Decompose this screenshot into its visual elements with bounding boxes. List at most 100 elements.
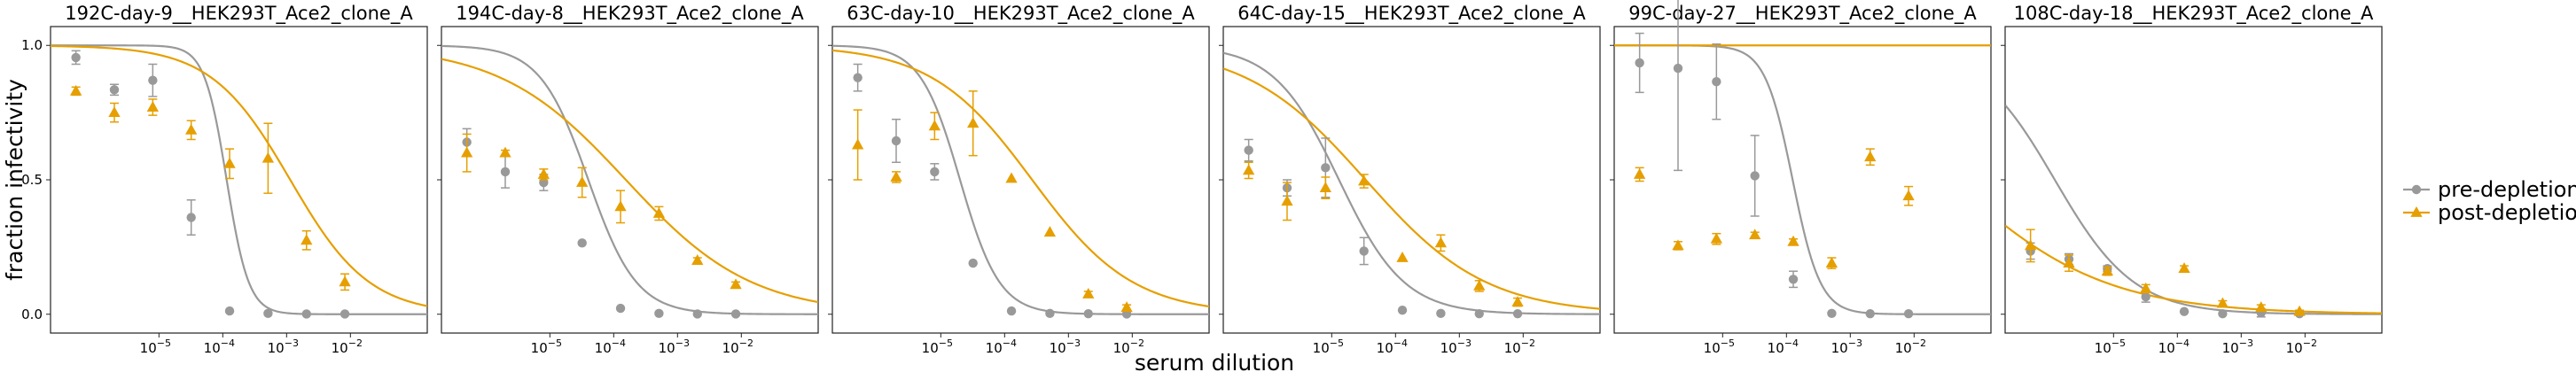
pre-point [109,85,120,95]
post-point [301,234,313,245]
post-point [1864,151,1877,162]
post-point [2216,297,2229,308]
pre-point [1712,77,1721,87]
post-point [262,151,275,163]
x-tick-label: 10−5 [140,337,171,356]
post-point [1511,296,1524,306]
pre-point [930,167,940,177]
pre-point [1827,308,1837,319]
y-axis-title: fraction infectivity [2,79,27,281]
panel-3: 63C-day-10__HEK293T_Ace2_clone_A 10−5 10−4… [828,3,1210,356]
post-point [1281,195,1293,206]
y-tick-label: 0.5 [21,172,43,188]
pre-point [968,258,978,268]
panel-4: 64C-day-15__HEK293T_Ace2_clone_A 10−5 10−4… [1219,3,1601,356]
post-point [1043,226,1057,237]
post-point [576,176,589,187]
panel-frame [2004,26,2383,334]
post-point [2025,239,2037,251]
pre-point [692,309,702,319]
legend-item-post: post-depletion [2403,200,2576,225]
x-tick-label: 10−2 [1895,337,1926,356]
post-point [185,123,198,135]
post-fit-curve [1223,67,1600,310]
post-point [108,106,121,118]
panel-title: 192C-day-9__HEK293T_Ace2_clone_A [65,3,413,25]
post-fit-curve [51,44,427,307]
post-point [1358,174,1370,186]
x-tick-label: 10−3 [1440,337,1471,356]
post-point [1473,279,1486,291]
post-point [461,146,473,158]
pre-point [577,238,587,248]
pre-point [1397,306,1408,315]
post-point [1710,232,1722,244]
post-point [1005,172,1018,183]
x-tick-label: 10−5 [531,337,562,356]
pre-point [1045,308,1055,319]
panel-title: 99C-day-27__HEK293T_Ace2_clone_A [1628,3,1977,25]
panels: 192C-day-9__HEK293T_Ace2_clone_A 0.0 0.5 1.… [21,0,2383,356]
pre-point [500,167,511,177]
post-point [1243,164,1255,175]
pre-point [1865,308,1875,319]
pre-point [1244,145,1253,155]
post-point [614,200,627,212]
post-point [852,138,864,150]
pre-point [1750,171,1760,181]
post-point [537,167,550,179]
y-tick-label: 1.0 [21,37,43,53]
pre-fit-curve [51,44,427,315]
post-point [2101,265,2113,276]
post-point [1434,237,1448,248]
pre-fit-curve [1223,51,1600,315]
pre-point [263,308,273,319]
pre-point [340,309,350,319]
pre-point [224,306,235,316]
pre-point [1512,308,1523,319]
post-point [1672,239,1684,251]
x-tick-label: 10−2 [332,337,363,356]
pre-point [1903,308,1914,319]
post-point [1634,167,1646,179]
pre-point [186,213,196,222]
post-point [2178,262,2190,274]
post-point [1082,287,1095,299]
panel-frame [1613,26,1992,334]
post-point [499,146,511,158]
panel-title: 63C-day-10__HEK293T_Ace2_clone_A [847,3,1195,25]
post-point [730,278,742,290]
x-tick-label: 10−5 [2095,337,2126,356]
x-tick-label: 10−5 [1704,337,1735,356]
post-point [2255,301,2268,313]
x-tick-label: 10−2 [1504,337,1535,356]
x-tick-label: 10−5 [1313,337,1344,356]
post-point [652,206,666,218]
panel-1: 192C-day-9__HEK293T_Ace2_clone_A 0.0 0.5 1.… [21,3,428,356]
pre-point [2179,306,2190,316]
post-fit-curve [2005,224,2382,314]
post-fit-curve [441,58,818,304]
pre-point [654,308,664,319]
x-tick-label: 10−5 [922,337,953,356]
post-point [1787,235,1799,246]
post-point [146,101,159,112]
x-tick-label: 10−3 [1831,337,1862,356]
post-point [967,117,980,128]
post-point [1120,301,1133,313]
pre-point [891,136,902,146]
pre-point [1788,275,1799,284]
pre-point [148,75,158,85]
post-point [1902,190,1915,201]
pre-point [1083,308,1093,319]
x-tick-label: 10−4 [986,337,1017,356]
x-tick-label: 10−4 [2158,337,2190,356]
post-point [223,157,236,168]
pre-point [1635,58,1644,68]
pre-fit-curve [2005,104,2382,315]
y-tick-label: 0.0 [21,306,43,322]
pre-point [71,52,81,63]
legend-item-pre: pre-depletion [2403,177,2576,202]
x-tick-label: 10−4 [595,337,626,356]
